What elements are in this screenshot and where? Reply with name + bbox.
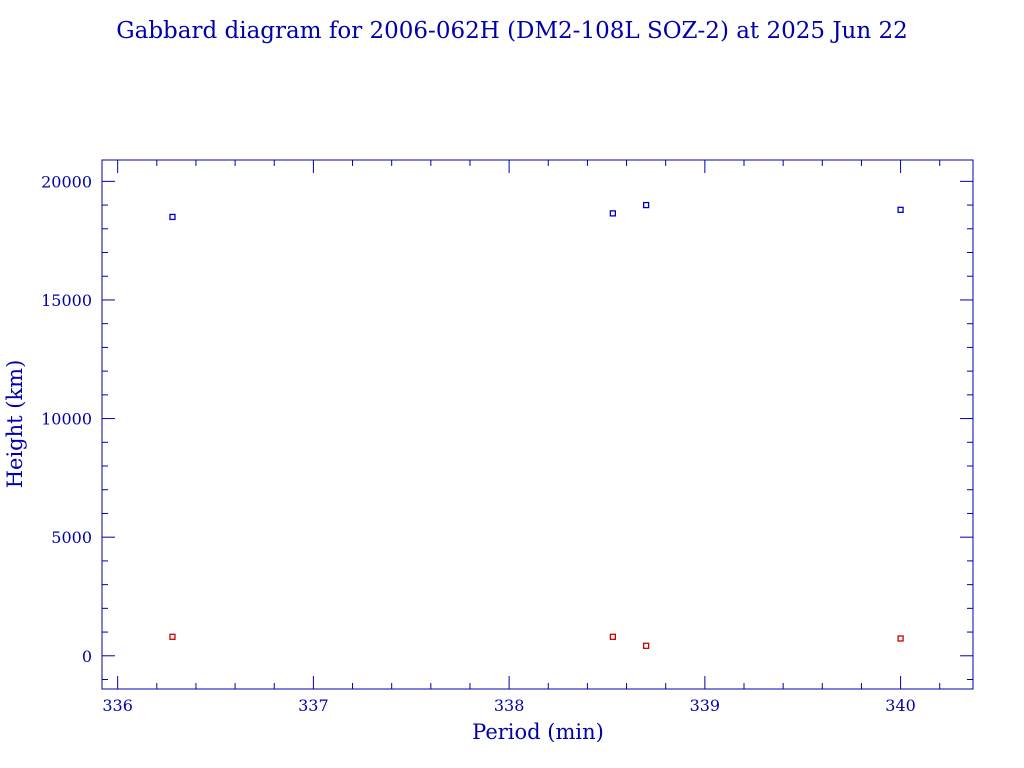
plot-frame — [101, 159, 974, 690]
perigee-point — [609, 633, 617, 640]
y-axis-ticks — [102, 180, 973, 681]
y-tick-label: 0 — [82, 647, 92, 666]
chart-title: Gabbard diagram for 2006-062H (DM2-108L … — [116, 18, 908, 44]
y-axis-label: Height (km) — [3, 360, 27, 489]
x-axis-label: Period (min) — [472, 720, 604, 744]
x-axis-ticks — [117, 160, 941, 689]
data-points — [169, 201, 904, 649]
y-tick-label: 20000 — [41, 172, 92, 191]
x-tick-label: 340 — [885, 696, 916, 715]
x-tick-label: 339 — [690, 696, 721, 715]
apogee-point — [609, 210, 617, 217]
apogee-point — [169, 213, 176, 221]
perigee-point — [642, 642, 650, 649]
y-tick-label: 5000 — [51, 528, 92, 547]
x-tick-label: 336 — [102, 696, 133, 715]
perigee-point — [169, 633, 176, 640]
x-axis-tick-labels: 336 337 338 339 340 — [102, 696, 915, 715]
y-tick-label: 10000 — [41, 410, 92, 429]
apogee-point — [897, 206, 904, 213]
apogee-point — [642, 201, 650, 209]
x-tick-label: 337 — [298, 696, 329, 715]
y-tick-label: 15000 — [41, 291, 92, 310]
y-axis-tick-labels: 0 5000 10000 15000 20000 — [41, 172, 92, 665]
x-tick-label: 338 — [494, 696, 525, 715]
perigee-point — [897, 635, 904, 642]
